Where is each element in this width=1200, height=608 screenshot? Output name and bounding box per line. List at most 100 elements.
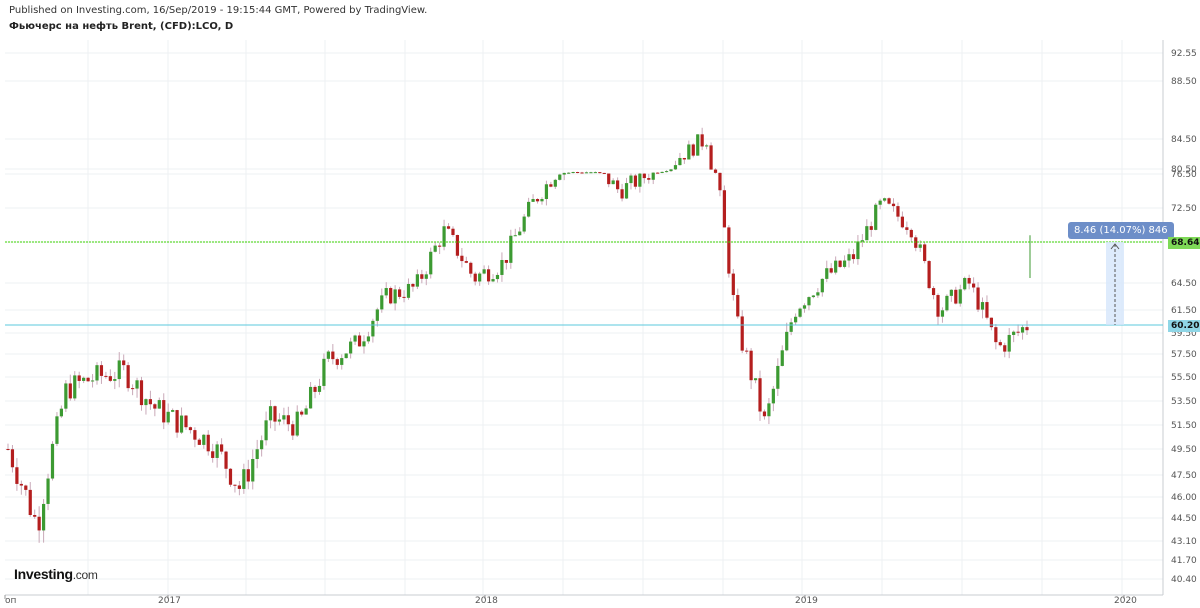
y-tick-label: 88.50 <box>1171 77 1197 87</box>
candle <box>651 172 655 185</box>
candle <box>228 468 233 487</box>
y-tick-label: 72.50 <box>1171 204 1197 214</box>
candle <box>722 185 727 228</box>
candle <box>794 313 798 325</box>
candle <box>424 271 428 286</box>
y-tick-label: 92.55 <box>1171 49 1197 59</box>
candle <box>593 171 597 174</box>
candle <box>286 406 290 432</box>
y-tick-label: 61.50 <box>1171 306 1197 316</box>
candle <box>869 221 873 237</box>
candle <box>242 463 246 494</box>
candle <box>495 272 500 283</box>
candle <box>273 405 277 431</box>
candle <box>914 235 918 252</box>
candle <box>206 430 210 456</box>
candle <box>820 278 824 297</box>
candle <box>15 458 19 491</box>
candle <box>384 282 388 299</box>
y-tick-label: 49.50 <box>1171 445 1197 455</box>
candle <box>193 427 197 448</box>
published-caption: Published on Investing.com, 16/Sep/2019 … <box>9 5 428 16</box>
candle <box>197 438 201 445</box>
candle <box>415 269 419 290</box>
candle <box>624 177 629 200</box>
candle <box>300 410 304 417</box>
candle <box>598 172 602 174</box>
candle <box>130 384 135 396</box>
candle <box>620 183 624 202</box>
candle <box>171 408 175 413</box>
candle <box>558 173 562 181</box>
x-axis: оп 2017 2018 2019 2020 <box>4 595 1137 606</box>
candle <box>923 241 927 264</box>
candle <box>86 376 90 382</box>
candle <box>571 171 575 174</box>
candle <box>73 371 77 401</box>
y-tick-label: 80.50 <box>1171 165 1197 175</box>
candle <box>1012 330 1016 343</box>
candle <box>148 390 152 410</box>
candle <box>963 276 967 291</box>
candle <box>135 377 139 398</box>
candle <box>660 171 664 174</box>
y-tick-label: 76.50 <box>1171 170 1197 180</box>
candle <box>317 378 322 395</box>
brand-suffix: .com <box>72 568 98 582</box>
candle <box>647 173 651 184</box>
x-tick-label: оп <box>5 596 17 606</box>
candle <box>344 353 348 359</box>
candle <box>580 171 584 174</box>
candle <box>771 385 775 412</box>
candle <box>438 242 442 255</box>
y-tick-label: 84.50 <box>1171 135 1197 145</box>
candle <box>380 288 384 313</box>
candle <box>10 444 15 473</box>
candlestick-series <box>6 127 1031 543</box>
candle <box>451 226 455 237</box>
brand-name: Investing <box>14 566 73 582</box>
price-tag-lower: 60.20 <box>1168 320 1200 332</box>
candle <box>682 157 686 164</box>
candle <box>611 178 615 185</box>
candle <box>527 197 531 218</box>
candle <box>807 296 811 311</box>
candle <box>633 173 638 190</box>
y-tick-label: 51.50 <box>1171 421 1197 431</box>
y-tick-label: 64.50 <box>1171 279 1197 289</box>
y-tick-label: 44.50 <box>1171 514 1197 524</box>
candle <box>402 290 406 303</box>
candle <box>905 221 909 235</box>
candle <box>255 439 259 469</box>
candle <box>41 498 46 543</box>
candle <box>59 405 63 418</box>
horizontal-price-lines <box>5 241 1163 326</box>
candle <box>931 286 936 300</box>
candle <box>104 371 108 379</box>
candle <box>838 260 842 268</box>
candle <box>976 282 980 313</box>
candle <box>260 435 264 457</box>
candle <box>967 274 971 290</box>
candle <box>994 324 998 350</box>
candle <box>420 269 424 284</box>
candle <box>117 352 121 388</box>
candle <box>802 303 807 313</box>
candle <box>433 242 437 253</box>
candle <box>562 172 566 181</box>
candle <box>909 228 913 242</box>
candle <box>540 197 544 205</box>
candle <box>139 376 144 411</box>
candle <box>50 441 55 481</box>
measure-arrowhead <box>1110 243 1120 250</box>
candle <box>184 415 188 430</box>
candle <box>446 223 451 230</box>
candle <box>745 347 749 354</box>
candle <box>393 285 397 311</box>
candle <box>842 255 847 269</box>
candle <box>464 256 468 264</box>
measure-label: 8.46 (14.07%) 846 <box>1068 222 1174 239</box>
candle <box>678 152 682 166</box>
candle <box>874 202 878 231</box>
